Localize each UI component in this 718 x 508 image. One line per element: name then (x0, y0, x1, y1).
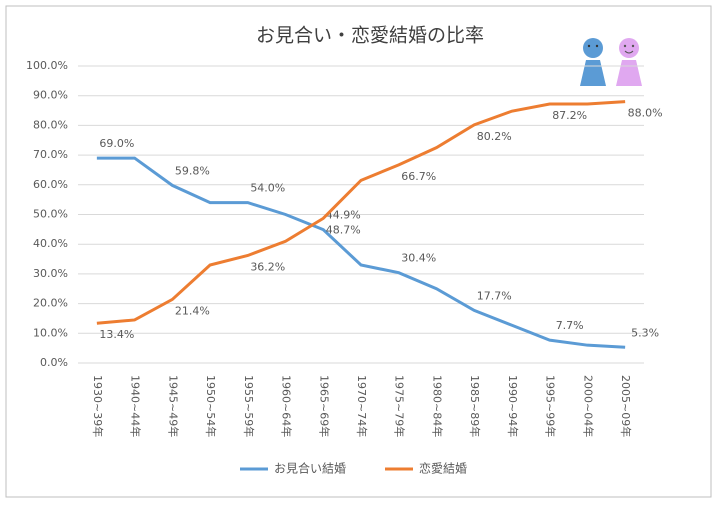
series-line (96, 156, 626, 349)
y-tick-label: 10.0% (33, 326, 68, 339)
legend-label: 恋愛結婚 (419, 461, 467, 476)
x-tick-label: 1980~84年 (430, 375, 444, 437)
x-tick-label: 2005~09年 (619, 375, 633, 437)
y-tick-label: 100.0% (26, 59, 68, 72)
data-label: 88.0% (628, 107, 663, 120)
x-tick-label: 1965~69年 (317, 375, 331, 437)
x-tick-label: 1950~54年 (204, 375, 218, 437)
y-tick-label: 60.0% (33, 178, 68, 191)
data-label: 48.7% (326, 223, 361, 236)
x-tick-label: 1985~89年 (468, 375, 482, 437)
x-tick-label: 1955~59年 (242, 375, 256, 437)
data-label: 44.9% (326, 209, 361, 222)
y-tick-label: 80.0% (33, 118, 68, 131)
legend-label: お見合い結婚 (274, 461, 346, 476)
chart-frame (5, 5, 712, 498)
y-tick-label: 30.0% (33, 267, 68, 280)
x-tick-label: 1970~74年 (355, 375, 369, 437)
x-tick-label: 1945~49年 (166, 375, 180, 437)
data-label: 7.7% (556, 319, 584, 332)
x-tick-label: 2000~04年 (581, 375, 595, 437)
data-label: 13.4% (99, 328, 134, 341)
data-label: 59.8% (175, 164, 210, 177)
series-line (96, 100, 626, 325)
chart-title: お見合い・恋愛結婚の比率 (256, 25, 484, 47)
y-tick-label: 20.0% (33, 297, 68, 310)
data-label: 87.2% (552, 109, 587, 122)
data-label: 69.0% (99, 137, 134, 150)
y-tick-label: 90.0% (33, 89, 68, 102)
x-tick-label: 1995~99年 (544, 375, 558, 437)
data-label: 30.4% (401, 252, 436, 265)
data-label: 54.0% (250, 182, 285, 195)
x-tick-label: 1975~79年 (393, 375, 407, 437)
data-label: 17.7% (477, 289, 512, 302)
data-label: 66.7% (401, 170, 436, 183)
y-tick-label: 0.0% (40, 356, 68, 369)
data-label: 21.4% (175, 304, 210, 317)
x-tick-label: 1960~64年 (280, 375, 294, 437)
x-tick-label: 1930~39年 (91, 375, 105, 437)
data-label: 36.2% (250, 260, 285, 273)
data-label: 5.3% (631, 326, 659, 339)
data-label: 80.2% (477, 130, 512, 143)
y-tick-label: 70.0% (33, 148, 68, 161)
y-tick-label: 40.0% (33, 237, 68, 250)
x-tick-label: 1990~94年 (506, 375, 520, 437)
y-tick-label: 50.0% (33, 208, 68, 221)
x-tick-label: 1940~44年 (129, 375, 143, 437)
